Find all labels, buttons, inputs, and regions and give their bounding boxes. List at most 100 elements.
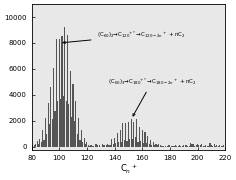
Bar <box>133 122 135 147</box>
Bar <box>92 146 93 147</box>
Bar <box>169 145 170 147</box>
Bar <box>53 68 54 147</box>
Bar <box>157 145 158 147</box>
Bar <box>165 146 166 147</box>
Bar <box>96 144 97 147</box>
Bar <box>215 146 216 147</box>
Bar <box>182 146 183 147</box>
Bar <box>198 145 199 147</box>
Bar <box>64 27 65 147</box>
Bar <box>41 142 42 147</box>
Bar <box>117 133 118 147</box>
Bar <box>104 145 105 147</box>
Bar <box>113 144 114 147</box>
Bar <box>205 145 206 147</box>
Bar <box>131 119 132 147</box>
Bar <box>72 84 74 147</box>
Text: (C$_{60}$)$_3$→C$_{180}$$^{+*}$→C$_{180-2n}$$^+$ + nC$_2$: (C$_{60}$)$_3$→C$_{180}$$^{+*}$→C$_{180-… <box>108 77 196 116</box>
Bar <box>52 118 53 147</box>
Bar <box>86 142 87 147</box>
X-axis label: C$_n$$^+$: C$_n$$^+$ <box>120 163 137 176</box>
Bar <box>122 123 123 147</box>
Bar <box>153 142 154 147</box>
Bar <box>183 145 184 147</box>
Bar <box>84 138 85 147</box>
Bar <box>178 146 179 147</box>
Bar <box>147 136 148 147</box>
Bar <box>39 139 40 147</box>
Bar <box>103 145 104 147</box>
Bar <box>74 122 75 147</box>
Bar <box>35 144 36 147</box>
Bar <box>142 130 143 147</box>
Bar <box>172 146 173 147</box>
Bar <box>171 146 172 147</box>
Bar <box>121 143 122 147</box>
Bar <box>115 143 117 147</box>
Bar <box>32 145 34 147</box>
Bar <box>46 134 47 147</box>
Bar <box>61 36 63 147</box>
Bar <box>200 145 201 147</box>
Bar <box>216 145 217 147</box>
Bar <box>119 130 121 147</box>
Bar <box>42 130 43 147</box>
Bar <box>219 145 220 147</box>
Bar <box>139 127 140 147</box>
Bar <box>212 146 213 147</box>
Bar <box>125 123 126 147</box>
Bar <box>75 101 76 147</box>
Bar <box>193 144 194 147</box>
Bar <box>146 143 147 147</box>
Bar <box>57 101 58 147</box>
Bar <box>208 146 209 147</box>
Bar <box>167 146 168 147</box>
Bar <box>196 145 197 147</box>
Bar <box>162 146 164 147</box>
Bar <box>186 145 187 147</box>
Bar <box>179 145 180 147</box>
Bar <box>81 130 82 147</box>
Bar <box>140 141 141 147</box>
Bar <box>144 132 146 147</box>
Bar <box>97 145 98 147</box>
Bar <box>50 87 51 147</box>
Bar <box>128 122 129 147</box>
Bar <box>45 118 46 147</box>
Bar <box>66 101 67 147</box>
Bar <box>67 35 68 147</box>
Bar <box>90 145 92 147</box>
Bar <box>63 96 64 147</box>
Bar <box>99 145 100 147</box>
Bar <box>135 137 136 147</box>
Bar <box>161 146 162 147</box>
Bar <box>56 39 57 147</box>
Bar <box>89 146 90 147</box>
Bar <box>93 146 94 147</box>
Bar <box>124 140 125 147</box>
Bar <box>197 144 198 147</box>
Bar <box>31 146 32 147</box>
Bar <box>109 145 110 147</box>
Bar <box>202 146 204 147</box>
Bar <box>82 142 83 147</box>
Bar <box>136 119 137 147</box>
Bar <box>222 146 223 147</box>
Bar <box>154 145 155 147</box>
Bar <box>209 143 211 147</box>
Bar <box>106 145 107 147</box>
Bar <box>151 145 152 147</box>
Bar <box>111 139 112 147</box>
Bar <box>220 146 222 147</box>
Bar <box>189 146 190 147</box>
Bar <box>60 99 61 147</box>
Bar <box>168 145 169 147</box>
Bar <box>95 144 96 147</box>
Bar <box>107 145 108 147</box>
Bar <box>77 134 78 147</box>
Bar <box>158 144 159 147</box>
Bar <box>34 145 35 147</box>
Bar <box>85 145 86 147</box>
Bar <box>160 145 161 147</box>
Bar <box>132 139 133 147</box>
